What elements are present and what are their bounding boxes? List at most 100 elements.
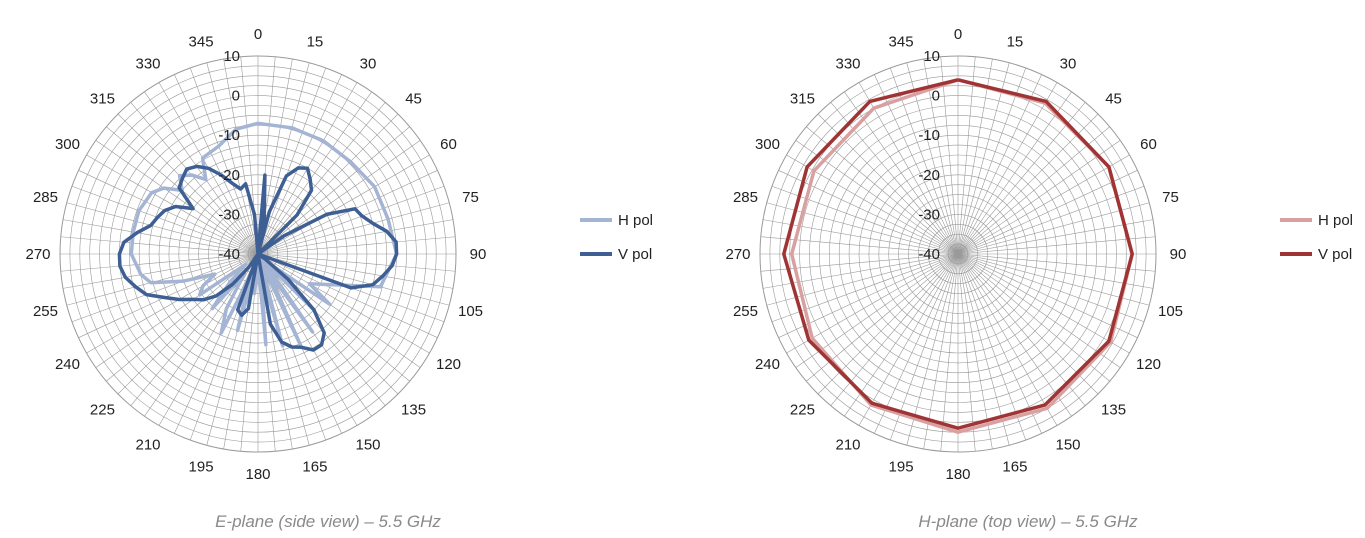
legend-label: H pol: [618, 212, 653, 229]
angle-tick-label: 225: [790, 402, 815, 419]
angle-tick-label: 285: [733, 189, 758, 206]
angle-tick-label: 60: [440, 136, 457, 153]
angle-tick-label: 195: [189, 459, 214, 476]
grid-circle: [99, 95, 417, 413]
grid-circle: [168, 164, 348, 344]
grid-circle: [898, 194, 1018, 314]
series-line-h-pol: [129, 121, 399, 350]
angle-tick-label: 270: [725, 246, 750, 263]
series-line-v-pol: [117, 164, 399, 352]
angle-tick-label: 255: [733, 303, 758, 320]
radial-tick-label: 0: [932, 88, 940, 105]
grid-circle: [178, 174, 338, 334]
angle-tick-label: 195: [889, 459, 914, 476]
grid-circle: [89, 85, 427, 423]
angle-tick-label: 45: [405, 90, 422, 107]
angle-tick-label: 120: [1136, 356, 1161, 373]
grid-circle: [148, 144, 368, 364]
angle-tick-label: 330: [135, 55, 160, 72]
angle-tick-label: 75: [462, 189, 479, 206]
grid-circle: [868, 164, 1048, 344]
grid-circle: [908, 204, 1008, 304]
angle-tick-label: 150: [1055, 437, 1080, 454]
radial-tick-label: 10: [923, 48, 940, 65]
angle-tick-label: 90: [470, 246, 487, 263]
angle-tick-label: 135: [1101, 402, 1126, 419]
angle-tick-label: 135: [401, 402, 426, 419]
angle-tick-label: 345: [889, 33, 914, 50]
angle-tick-label: 105: [458, 303, 483, 320]
grid-circle: [158, 154, 358, 354]
angle-tick-label: 315: [90, 90, 115, 107]
angle-tick-label: 105: [1158, 303, 1183, 320]
radial-tick-label: -20: [918, 167, 940, 184]
grid-circle: [109, 105, 407, 403]
grid-circle: [208, 204, 308, 304]
angle-tick-label: 0: [254, 26, 262, 43]
radial-tick-label: -30: [918, 206, 940, 223]
radial-tick-label: -10: [218, 127, 240, 144]
grid-circle: [809, 105, 1107, 403]
angle-tick-label: 120: [436, 356, 461, 373]
angle-tick-label: 75: [1162, 189, 1179, 206]
radial-tick-label: 0: [232, 88, 240, 105]
grid-circle: [819, 115, 1097, 393]
grid-circle: [927, 224, 988, 285]
grid-circle: [129, 125, 387, 383]
grid-circle: [888, 184, 1028, 324]
angle-tick-label: 210: [135, 437, 160, 454]
polar-chart-2: 10 0 -10 -20 -30 -40 0 15 30 45 60 75 90 105 120 135 150…: [725, 26, 1353, 483]
legend-label: H pol: [1318, 212, 1353, 229]
grid-circle: [848, 144, 1068, 364]
grid-circle: [228, 224, 289, 285]
angle-tick-label: 255: [33, 303, 58, 320]
series-line-v-pol: [782, 78, 1134, 430]
grid-circle: [218, 214, 298, 294]
chart-1-title: E-plane (side view) – 5.5 GHz: [215, 512, 441, 531]
angle-tick-label: 300: [55, 136, 80, 153]
radial-tick-label: -40: [218, 246, 240, 263]
angle-tick-label: 315: [790, 90, 815, 107]
grid-circle: [789, 85, 1127, 423]
grid-circle: [69, 65, 447, 443]
angle-tick-label: 0: [954, 26, 962, 43]
angle-tick-label: 30: [1060, 55, 1077, 72]
legend-label: V pol: [1318, 246, 1352, 263]
legend-label: V pol: [618, 246, 652, 263]
angle-tick-label: 240: [55, 356, 80, 373]
angle-tick-label: 165: [1002, 459, 1027, 476]
angle-tick-label: 300: [755, 136, 780, 153]
chart-2-title: H-plane (top view) – 5.5 GHz: [918, 512, 1138, 531]
grid-circle: [947, 243, 969, 265]
angle-tick-label: 270: [25, 246, 50, 263]
grid-circle: [878, 174, 1038, 334]
angle-tick-label: 180: [245, 466, 270, 483]
grid-circle: [79, 75, 437, 433]
outer-circle: [59, 55, 457, 453]
angle-tick-label: 180: [945, 466, 970, 483]
radial-tick-label: -40: [918, 246, 940, 263]
radial-tick-label: -30: [218, 206, 240, 223]
angle-tick-label: 15: [1007, 33, 1024, 50]
angle-tick-label: 225: [90, 402, 115, 419]
angle-tick-label: 150: [355, 437, 380, 454]
angle-tick-label: 330: [835, 55, 860, 72]
angle-tick-label: 285: [33, 189, 58, 206]
angle-tick-label: 15: [307, 33, 324, 50]
grid-circle: [138, 134, 378, 374]
radial-tick-label: -20: [218, 167, 240, 184]
angle-tick-label: 90: [1170, 246, 1187, 263]
grid-circle: [188, 184, 328, 324]
angle-tick-label: 210: [835, 437, 860, 454]
grid-circle: [838, 134, 1078, 374]
radial-tick-label: -10: [918, 127, 940, 144]
angle-tick-label: 45: [1105, 90, 1122, 107]
grid-circle: [828, 125, 1087, 383]
grid-circle: [769, 65, 1147, 443]
angle-tick-label: 165: [302, 459, 327, 476]
angle-tick-label: 30: [360, 55, 377, 72]
grid-circle: [858, 154, 1058, 354]
polar-chart-1: 10 0 -10 -20 -30 -40 0 15 30 45 60 75 90 105 120 135 150…: [25, 26, 653, 483]
angle-tick-label: 345: [189, 33, 214, 50]
